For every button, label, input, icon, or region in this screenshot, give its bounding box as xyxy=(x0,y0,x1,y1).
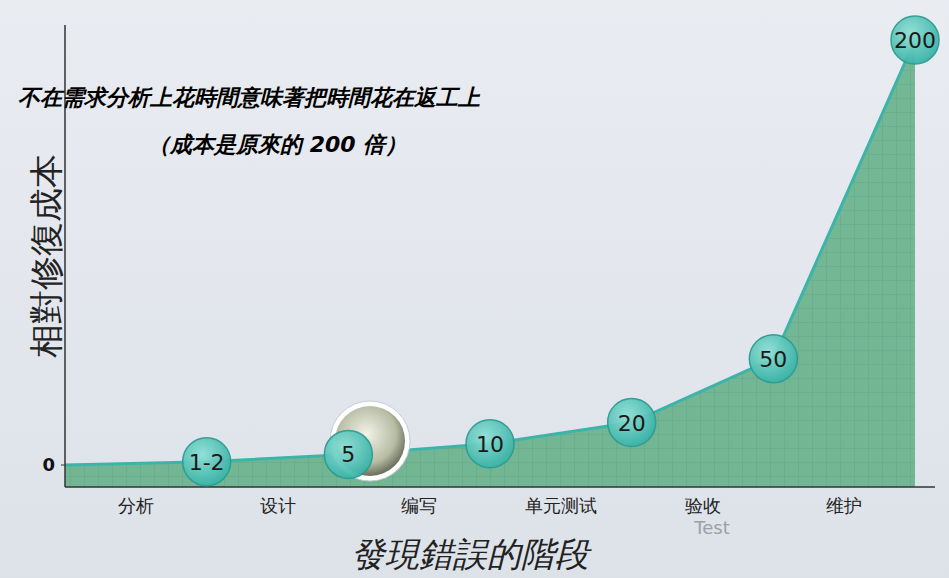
title: 不在需求分析上花時間意味著把時間花在返工上 xyxy=(18,85,481,110)
x-tick-label: 验收 xyxy=(685,495,721,516)
y-tick xyxy=(61,465,65,466)
data-label: 50 xyxy=(759,347,787,372)
chart-root: 0 分析 设计 编写 单元测试 验收 维护 1-2 5 10 20 50 200 不在需求分析上花時間意味… xyxy=(0,0,949,578)
data-label: 20 xyxy=(618,411,646,436)
data-label: 10 xyxy=(476,432,504,457)
x-tick-label: 单元测试 xyxy=(525,495,597,516)
point xyxy=(466,420,514,468)
y-axis-label: 相對修復成本 xyxy=(26,154,66,358)
point xyxy=(324,430,372,478)
annotation: Test xyxy=(693,517,729,538)
x-tick-label: 编写 xyxy=(401,495,437,516)
data-label: 200 xyxy=(894,28,936,53)
x-tick-label: 设计 xyxy=(260,495,296,516)
x-axis xyxy=(65,486,935,488)
data-label: 5 xyxy=(341,442,355,467)
x-tick-label: 维护 xyxy=(826,495,862,516)
subtitle: （成本是原來的 200 倍） xyxy=(148,132,407,157)
point xyxy=(608,399,656,447)
data-label: 1-2 xyxy=(189,450,225,475)
point xyxy=(183,438,231,486)
point xyxy=(891,16,939,64)
y-tick-label: 0 xyxy=(42,454,55,475)
point xyxy=(749,335,797,383)
x-axis-label: 發現錯誤的階段 xyxy=(351,534,592,574)
x-tick-label: 分析 xyxy=(118,495,154,516)
